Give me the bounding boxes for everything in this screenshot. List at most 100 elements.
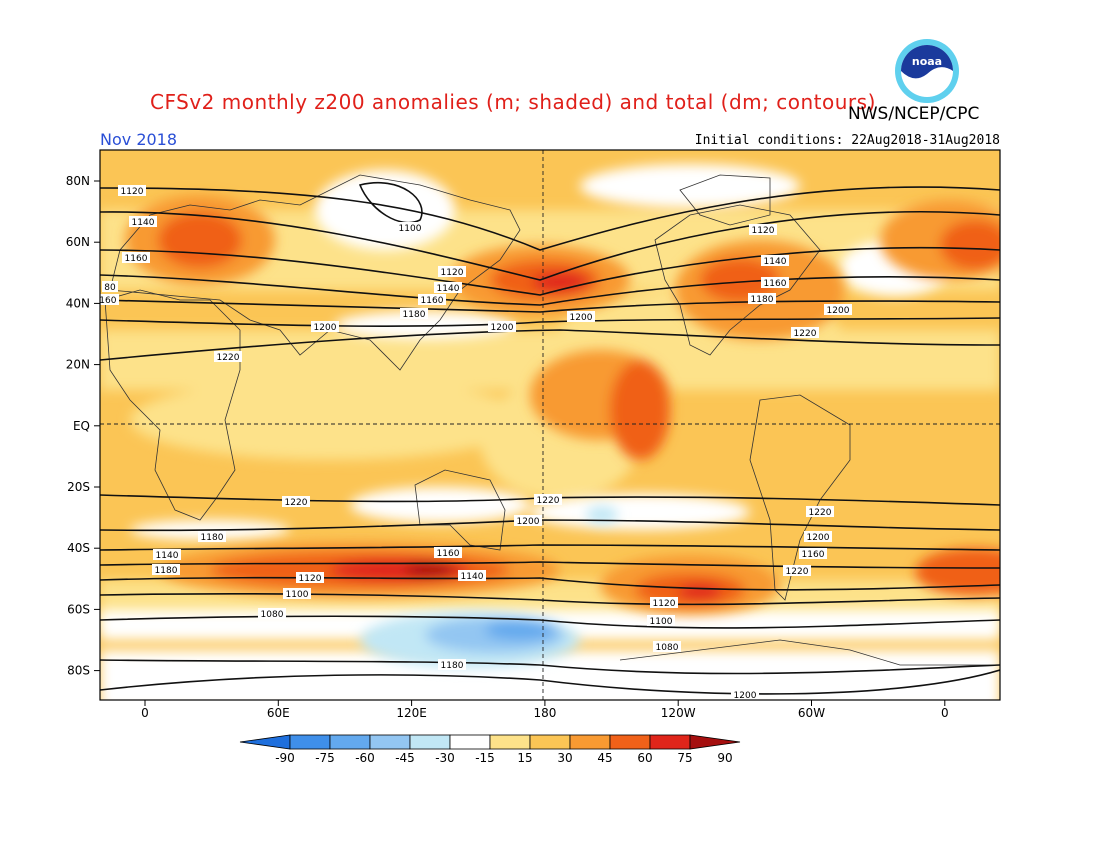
contour-label-bg	[647, 615, 675, 626]
colorbar-segment	[289, 734, 331, 750]
contour-label-bg	[418, 294, 446, 305]
contour-label: 1220	[794, 329, 817, 339]
longitude-axis: 0 60E 120E 180 120W 60W 0	[141, 700, 949, 720]
contour-label-bg	[731, 689, 759, 700]
lon-label: 120W	[661, 706, 696, 720]
colorbar-label: 75	[677, 751, 692, 765]
contour-label-bg	[567, 311, 595, 322]
contour-label: 1200	[314, 323, 337, 333]
colorbar-label: -60	[355, 751, 375, 765]
lon-label: 60E	[267, 706, 290, 720]
contour-label-bg	[152, 564, 180, 575]
contour-label-bg	[198, 531, 226, 542]
lat-label: 80S	[67, 664, 90, 678]
chart-title: CFSv2 monthly z200 anomalies (m; shaded)…	[150, 90, 876, 114]
contour-label-bg	[761, 255, 789, 266]
contour-label: 1160	[421, 296, 444, 306]
contour-label-bg	[488, 321, 516, 332]
contour-label: 1140	[156, 551, 179, 561]
contour-label-bg	[153, 549, 181, 560]
contour-label-bg	[806, 506, 834, 517]
contour-label-bg	[282, 496, 310, 507]
contour-label-bg	[799, 548, 827, 559]
lon-label: 0	[941, 706, 949, 720]
colorbar-segment	[609, 734, 651, 750]
contour-label-bg	[438, 266, 466, 277]
contour-label-bg	[653, 641, 681, 652]
contour-labels: 1120 1140 1160 80 1100 1120 1140 1160 1180 1200 12…	[94, 185, 852, 701]
contour-label-bg	[118, 185, 146, 196]
colorbar-segment	[569, 734, 611, 750]
lon-label: 60W	[798, 706, 825, 720]
contour-label-bg	[214, 351, 242, 362]
contour-label: 1120	[299, 574, 322, 584]
contour-label: 80	[104, 283, 116, 293]
contour-label-bg	[296, 572, 324, 583]
contour-label: 1100	[650, 617, 673, 627]
contour-label-bg	[438, 659, 466, 670]
lat-label: 40S	[67, 541, 90, 555]
lat-label: 60S	[67, 602, 90, 616]
colorbar-label: -45	[395, 751, 415, 765]
colorbar-segment	[489, 734, 531, 750]
contour-label-bg	[514, 515, 542, 526]
map-plot-area: 1120 1140 1160 80 1100 1120 1140 1160 1180 1200 12…	[94, 150, 1000, 701]
colorbar: -90 -75 -60 -45 -30 -15 15 30 45 60 75 90	[239, 734, 741, 765]
contour-label: 1180	[201, 533, 224, 543]
colorbar-label: -75	[315, 751, 335, 765]
contour-label: 1120	[441, 268, 464, 278]
colorbar-segment	[649, 734, 691, 750]
contour-label: 1140	[461, 572, 484, 582]
noaa-logo-text: noaa	[912, 55, 942, 68]
lat-label: 60N	[66, 235, 90, 249]
lon-label: 0	[141, 706, 149, 720]
contour-label-bg	[534, 494, 562, 505]
lon-label: 180	[533, 706, 556, 720]
contour-label: 1120	[752, 226, 775, 236]
contour-label: 1200	[734, 691, 757, 701]
lat-label: EQ	[73, 419, 90, 433]
contour-label: 1160	[437, 549, 460, 559]
contour-label-bg	[783, 565, 811, 576]
colorbar-arrow-low	[239, 734, 291, 750]
contour-label-bg	[824, 304, 852, 315]
noaa-logo: noaa	[895, 39, 959, 103]
contour-label-bg	[283, 588, 311, 599]
contour-label: 1160	[802, 550, 825, 560]
contour-label: 1140	[132, 218, 155, 228]
contour-label: 1160	[125, 254, 148, 264]
contour-label: 1180	[441, 661, 464, 671]
contour-label: 1120	[653, 599, 676, 609]
contour-label-bg	[129, 216, 157, 227]
lat-label: 20N	[66, 358, 90, 372]
colorbar-label: -90	[275, 751, 295, 765]
lat-label: 20S	[67, 480, 90, 494]
colorbar-segment	[409, 734, 451, 750]
colorbar-segment	[529, 734, 571, 750]
contour-label: 1140	[437, 284, 460, 294]
colorbar-segment	[449, 734, 491, 750]
contour-label: 1220	[786, 567, 809, 577]
contour-label-bg	[396, 222, 424, 233]
contour-label-bg	[102, 281, 118, 292]
coastlines	[104, 174, 1000, 666]
contour-label: 1180	[751, 295, 774, 305]
contour-label-bg	[122, 252, 150, 263]
contour-label: 1120	[121, 187, 144, 197]
contour-label: 1200	[807, 533, 830, 543]
contour-label: 1160	[94, 296, 117, 306]
colorbar-arrow-high	[689, 734, 741, 750]
contour-label-bg	[400, 308, 428, 319]
contour-label-bg	[311, 321, 339, 332]
initial-conditions: Initial conditions: 22Aug2018-31Aug2018	[694, 133, 1000, 148]
contour-label: 1100	[286, 590, 309, 600]
forecast-month: Nov 2018	[100, 130, 178, 149]
contour-label-bg	[650, 597, 678, 608]
anomaly-shading-negative	[360, 506, 618, 668]
agency-label: NWS/NCEP/CPC	[848, 104, 980, 124]
lat-label: 80N	[66, 174, 90, 188]
contour-label-bg	[749, 224, 777, 235]
contour-label: 1180	[403, 310, 426, 320]
contour-label-bg	[434, 282, 462, 293]
